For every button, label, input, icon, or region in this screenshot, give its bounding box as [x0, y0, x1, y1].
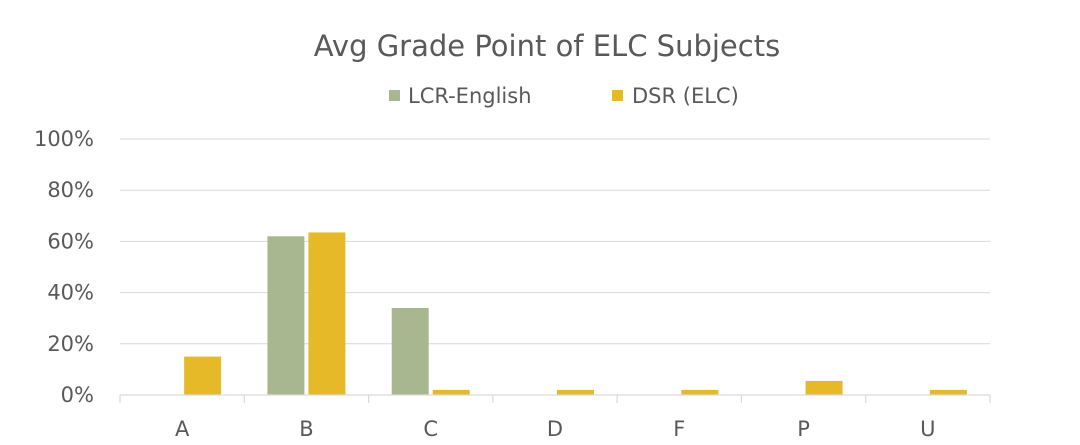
x-tick-label: B	[299, 417, 313, 441]
bar-dsr-elc-p	[805, 380, 843, 395]
bar-dsr-elc-a	[184, 356, 222, 395]
chart-title: Avg Grade Point of ELC Subjects	[314, 29, 780, 63]
legend-label-dsr-elc: DSR (ELC)	[632, 84, 739, 108]
y-tick-label: 100%	[34, 127, 94, 151]
y-tick-label: 60%	[47, 229, 94, 253]
bar-dsr-elc-d	[557, 389, 594, 395]
x-tick-label: U	[920, 417, 935, 441]
y-axis-ticks: 0% 20% 40% 60% 80% 100%	[34, 127, 94, 407]
bars	[184, 232, 967, 395]
legend-swatch-lcr-english	[389, 90, 400, 101]
y-tick-label: 40%	[47, 281, 94, 305]
legend: LCR-English DSR (ELC)	[389, 84, 739, 108]
x-tick-label: D	[547, 417, 563, 441]
x-axis	[119, 394, 991, 403]
y-tick-label: 20%	[47, 332, 94, 356]
x-tick-label: F	[673, 417, 685, 441]
legend-swatch-dsr-elc	[612, 90, 623, 101]
bar-lcr-english-c	[391, 307, 429, 395]
bar-lcr-english-b	[267, 236, 305, 395]
bar-dsr-elc-f	[681, 389, 719, 395]
y-tick-label: 0%	[61, 383, 94, 407]
bar-dsr-elc-b	[308, 232, 346, 395]
gridlines	[120, 138, 990, 345]
legend-label-lcr-english: LCR-English	[408, 84, 532, 108]
x-tick-label: A	[175, 417, 190, 441]
bar-dsr-elc-u	[929, 389, 967, 395]
x-tick-label: P	[797, 417, 810, 441]
bar-dsr-elc-c	[432, 389, 470, 395]
x-tick-label: C	[423, 417, 438, 441]
y-tick-label: 80%	[47, 178, 94, 202]
